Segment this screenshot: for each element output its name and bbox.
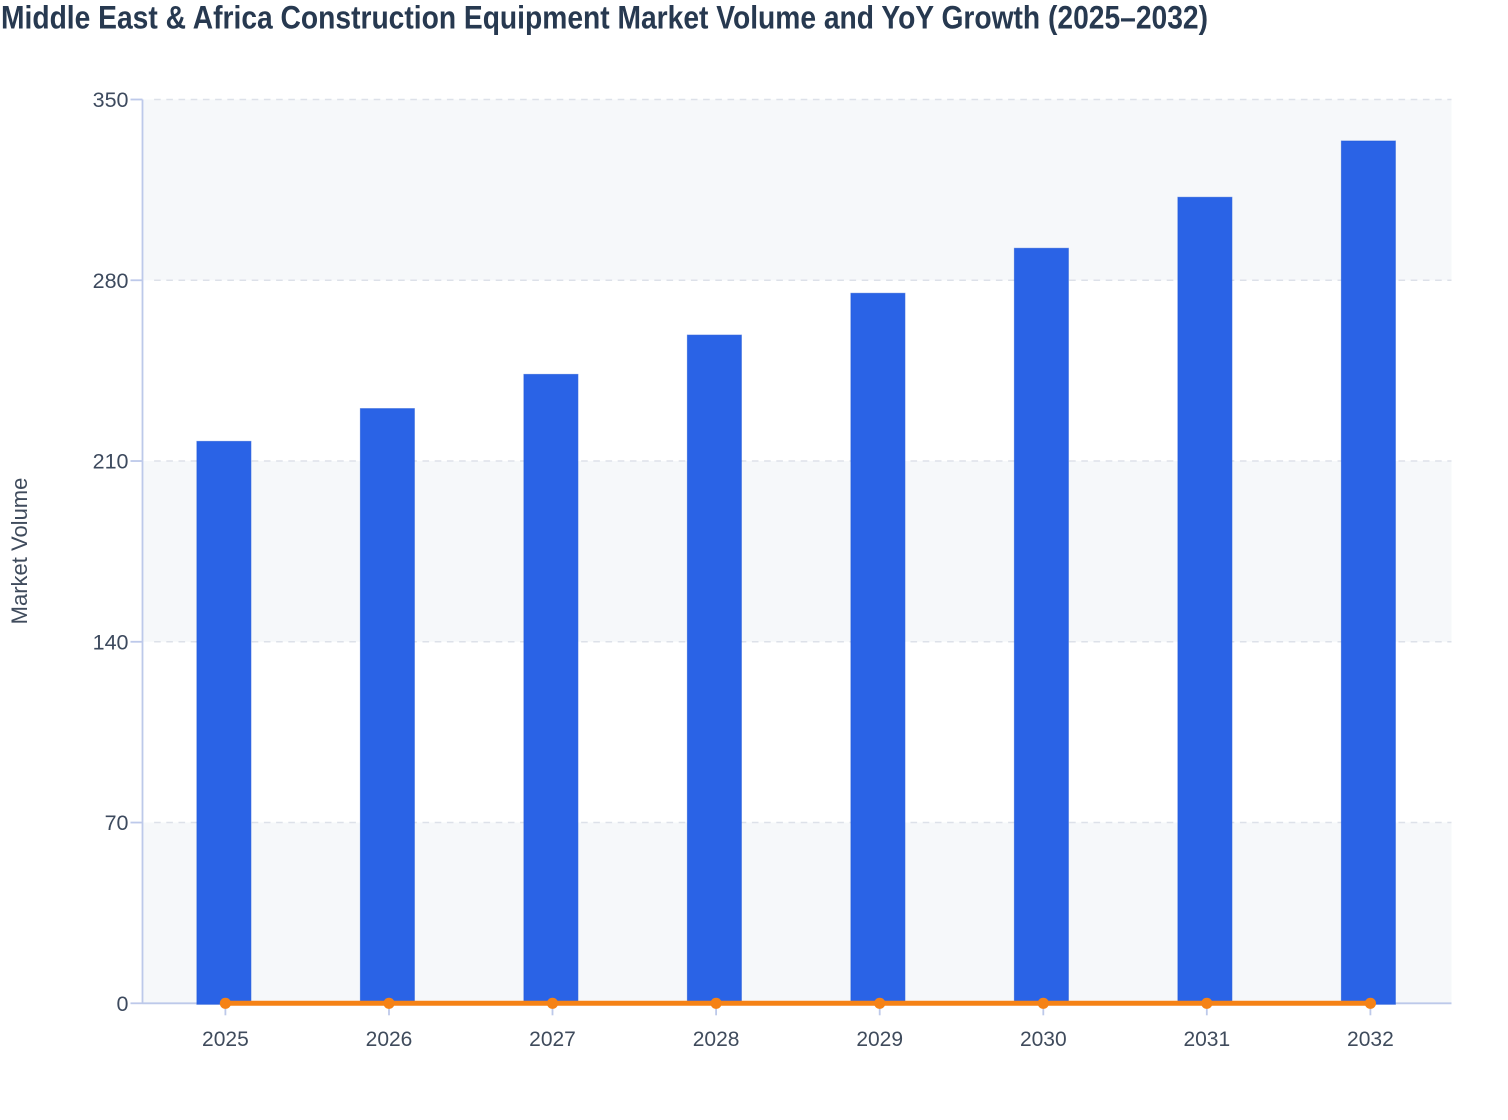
svg-text:2032: 2032 [1347, 1028, 1394, 1051]
svg-text:2026: 2026 [366, 1028, 413, 1051]
svg-text:70: 70 [105, 811, 129, 835]
svg-text:2030: 2030 [1020, 1028, 1067, 1051]
svg-text:0: 0 [117, 992, 129, 1016]
svg-text:2029: 2029 [856, 1028, 903, 1051]
svg-text:210: 210 [93, 450, 129, 474]
svg-text:2025: 2025 [202, 1028, 249, 1051]
svg-text:350: 350 [93, 88, 129, 112]
svg-text:2027: 2027 [529, 1028, 576, 1051]
svg-text:280: 280 [93, 269, 129, 293]
svg-text:2028: 2028 [693, 1028, 740, 1051]
svg-text:Market Volume: Market Volume [7, 478, 32, 625]
svg-text:Middle East & Africa Construct: Middle East & Africa Construction Equipm… [1, 0, 1208, 36]
svg-text:140: 140 [93, 630, 129, 654]
svg-text:2031: 2031 [1183, 1028, 1230, 1051]
